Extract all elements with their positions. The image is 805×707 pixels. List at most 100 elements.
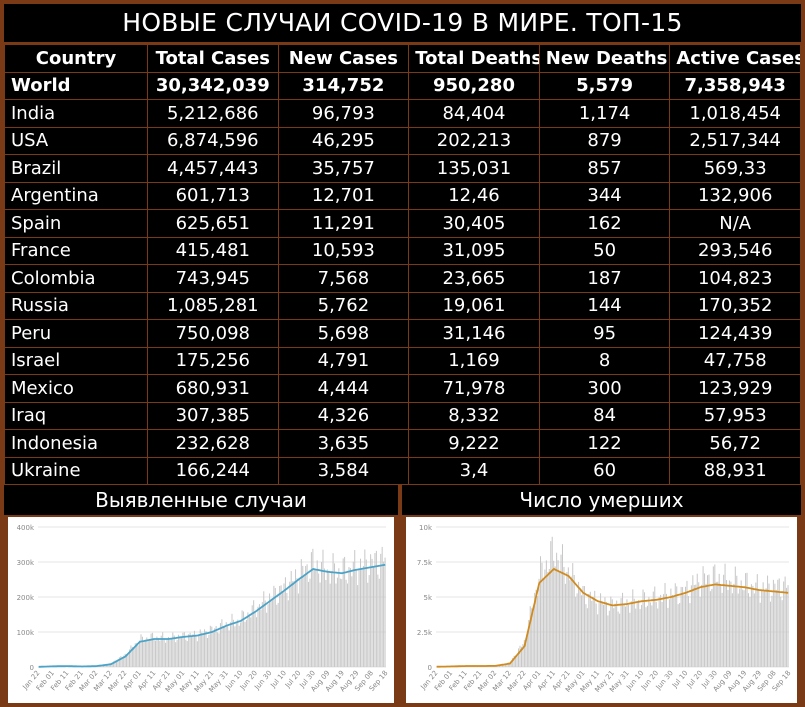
daily-bar (567, 567, 569, 667)
daily-bar (208, 634, 210, 667)
daily-bar (292, 581, 294, 667)
daily-bar (734, 566, 736, 667)
daily-bar (643, 592, 646, 667)
daily-bar (332, 553, 334, 667)
daily-bar (277, 602, 279, 667)
active-cases-cell: 293,546 (669, 236, 801, 265)
daily-bar (206, 637, 208, 667)
daily-bar (218, 633, 220, 667)
daily-bar (115, 661, 117, 667)
total-cases-cell: 743,945 (147, 264, 279, 293)
daily-bar (781, 600, 783, 667)
daily-bar (325, 580, 327, 667)
daily-bar (172, 632, 174, 667)
daily-bar (547, 572, 549, 667)
daily-bar (518, 648, 520, 667)
daily-bar (300, 559, 302, 667)
daily-bar (516, 654, 518, 667)
daily-bar (111, 662, 113, 667)
daily-bar (652, 591, 654, 667)
daily-bar (756, 574, 758, 667)
daily-bar (152, 632, 154, 667)
daily-bar (771, 595, 773, 667)
daily-bar (312, 548, 314, 667)
daily-bar (368, 575, 370, 667)
daily-bar (341, 579, 343, 667)
daily-bar (370, 554, 372, 667)
deaths-chart: 0 2.5k 5k 7.5k 10k Jan 22 Feb 01 Feb 11 Feb 21 Ma… (406, 517, 797, 703)
daily-bar (699, 596, 701, 667)
daily-bar (362, 565, 364, 667)
daily-bar (743, 590, 745, 667)
daily-bar (683, 594, 685, 667)
daily-bar (677, 604, 679, 667)
daily-bar (676, 586, 678, 667)
header-total-deaths: Total Deaths (408, 44, 540, 73)
daily-bar (286, 592, 288, 667)
y-tick-label: 2.5k (417, 629, 433, 637)
total-deaths-cell: 71,978 (408, 374, 540, 403)
new-deaths-cell: 300 (538, 374, 671, 403)
daily-bar (201, 632, 203, 667)
daily-bar (235, 621, 237, 667)
new-deaths-cell: 5,579 (538, 71, 671, 100)
header-new-deaths: New Deaths (538, 44, 671, 73)
active-cases-cell: N/A (669, 209, 801, 238)
daily-bar (639, 609, 641, 667)
daily-bar (554, 566, 556, 667)
daily-bar (617, 611, 619, 667)
daily-bar (139, 640, 141, 667)
country-cell: World (4, 71, 148, 100)
daily-bar (212, 631, 214, 667)
daily-bar (310, 552, 312, 667)
y-tick-label: 7.5k (417, 559, 433, 567)
header-active-cases: Active Cases (669, 44, 801, 73)
daily-bar (117, 660, 119, 667)
daily-bar (123, 655, 125, 667)
daily-bar (231, 613, 233, 667)
new-cases-cell: 4,444 (277, 374, 410, 403)
daily-bar (179, 636, 181, 667)
daily-bar (351, 576, 353, 667)
active-cases-cell: 47,758 (669, 346, 801, 375)
daily-bar (191, 636, 193, 667)
daily-bar (182, 632, 184, 667)
total-deaths-cell: 135,031 (408, 154, 540, 183)
total-cases-cell: 680,931 (147, 374, 279, 403)
daily-bar (383, 561, 385, 667)
active-cases-cell: 57,953 (669, 401, 801, 430)
daily-bar (651, 605, 653, 667)
daily-bar (131, 646, 133, 667)
daily-bar (162, 632, 164, 667)
daily-bar (769, 601, 771, 667)
daily-bar (685, 586, 687, 667)
daily-bar (352, 561, 354, 667)
daily-bar (591, 600, 593, 667)
daily-bar (503, 664, 505, 667)
daily-bar (645, 607, 647, 667)
daily-bar (295, 569, 297, 667)
daily-bar (240, 622, 242, 667)
daily-bar (622, 592, 624, 667)
daily-bar (664, 582, 666, 667)
total-deaths-cell: 12,46 (408, 181, 540, 210)
daily-bar (299, 580, 301, 667)
daily-bar (248, 615, 250, 667)
daily-bar (641, 604, 643, 667)
daily-bar (257, 606, 259, 667)
daily-bar (679, 603, 681, 667)
daily-bar (525, 637, 527, 667)
new-deaths-cell: 857 (538, 154, 671, 183)
new-deaths-cell: 60 (538, 456, 671, 485)
total-deaths-cell: 3,4 (408, 456, 540, 485)
daily-bar (620, 598, 622, 667)
daily-bar (273, 585, 275, 667)
daily-bar (241, 610, 243, 667)
daily-bar (661, 601, 663, 667)
daily-bar (303, 576, 305, 667)
daily-bar (711, 589, 713, 667)
daily-bar (611, 599, 613, 667)
daily-bar (531, 608, 533, 667)
daily-bar (113, 661, 115, 667)
